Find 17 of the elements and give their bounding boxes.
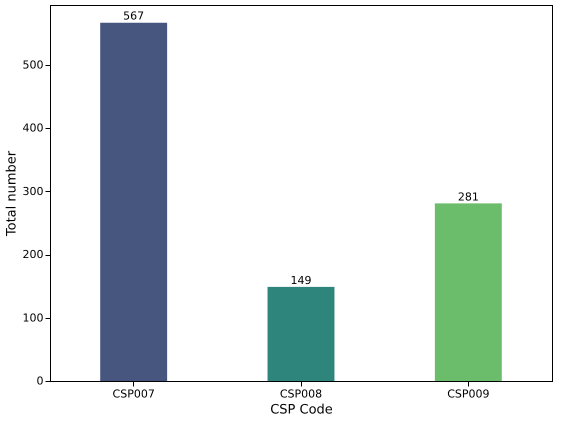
bar	[268, 286, 334, 381]
y-tick-label: 200	[22, 248, 44, 262]
y-tick-label: 0	[36, 374, 44, 388]
y-tick-label: 100	[22, 311, 44, 324]
data-label: 281	[458, 190, 479, 204]
y-tick-label: 300	[22, 184, 44, 198]
data-label: 149	[290, 274, 312, 287]
bar	[434, 203, 502, 381]
y-axis-title: Total number	[4, 150, 20, 238]
x-axis-title: CSP Code	[270, 402, 333, 418]
y-tick-label: 400	[22, 122, 44, 135]
x-tick-label: CSP008	[280, 388, 322, 400]
data-label: 567	[123, 10, 144, 23]
bar	[100, 22, 168, 381]
y-tick-label: 500	[22, 58, 44, 72]
x-tick-label: CSP007	[112, 388, 155, 400]
x-tick-label: CSP009	[447, 388, 490, 400]
